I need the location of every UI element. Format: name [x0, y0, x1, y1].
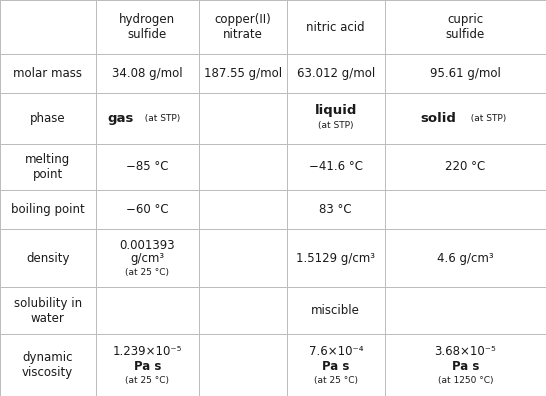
Text: 187.55 g/mol: 187.55 g/mol — [204, 67, 282, 80]
Text: molar mass: molar mass — [13, 67, 82, 80]
Text: solid: solid — [420, 112, 456, 125]
Text: hydrogen
sulfide: hydrogen sulfide — [120, 13, 175, 41]
Text: Pa s: Pa s — [134, 360, 161, 373]
Text: (at 25 °C): (at 25 °C) — [126, 376, 169, 385]
Text: phase: phase — [30, 112, 66, 125]
Text: solubility in
water: solubility in water — [14, 297, 82, 325]
Text: liquid: liquid — [314, 104, 357, 117]
Text: −85 °C: −85 °C — [126, 160, 169, 173]
Text: boiling point: boiling point — [11, 203, 85, 216]
Text: miscible: miscible — [311, 304, 360, 317]
Text: (at STP): (at STP) — [318, 122, 354, 131]
Text: (at STP): (at STP) — [465, 114, 506, 123]
Text: 1.239×10⁻⁵: 1.239×10⁻⁵ — [112, 345, 182, 358]
Text: (at 25 °C): (at 25 °C) — [126, 268, 169, 277]
Text: (at 1250 °C): (at 1250 °C) — [438, 376, 493, 385]
Text: 0.001393: 0.001393 — [120, 239, 175, 252]
Text: copper(II)
nitrate: copper(II) nitrate — [215, 13, 271, 41]
Text: (at 25 °C): (at 25 °C) — [314, 376, 358, 385]
Text: (at STP): (at STP) — [139, 114, 180, 123]
Text: 7.6×10⁻⁴: 7.6×10⁻⁴ — [308, 345, 363, 358]
Text: gas: gas — [107, 112, 134, 125]
Text: melting
point: melting point — [25, 153, 70, 181]
Text: 63.012 g/mol: 63.012 g/mol — [296, 67, 375, 80]
Text: −41.6 °C: −41.6 °C — [309, 160, 363, 173]
Text: density: density — [26, 252, 69, 265]
Text: 34.08 g/mol: 34.08 g/mol — [112, 67, 183, 80]
Text: 95.61 g/mol: 95.61 g/mol — [430, 67, 501, 80]
Text: cupric
sulfide: cupric sulfide — [446, 13, 485, 41]
Text: dynamic
viscosity: dynamic viscosity — [22, 351, 73, 379]
Text: nitric acid: nitric acid — [306, 21, 365, 34]
Text: g/cm³: g/cm³ — [130, 252, 164, 265]
Text: −60 °C: −60 °C — [126, 203, 169, 216]
Text: 220 °C: 220 °C — [446, 160, 485, 173]
Text: 4.6 g/cm³: 4.6 g/cm³ — [437, 252, 494, 265]
Text: 1.5129 g/cm³: 1.5129 g/cm³ — [296, 252, 375, 265]
Text: Pa s: Pa s — [322, 360, 349, 373]
Text: 3.68×10⁻⁵: 3.68×10⁻⁵ — [435, 345, 496, 358]
Text: 83 °C: 83 °C — [319, 203, 352, 216]
Text: Pa s: Pa s — [452, 360, 479, 373]
